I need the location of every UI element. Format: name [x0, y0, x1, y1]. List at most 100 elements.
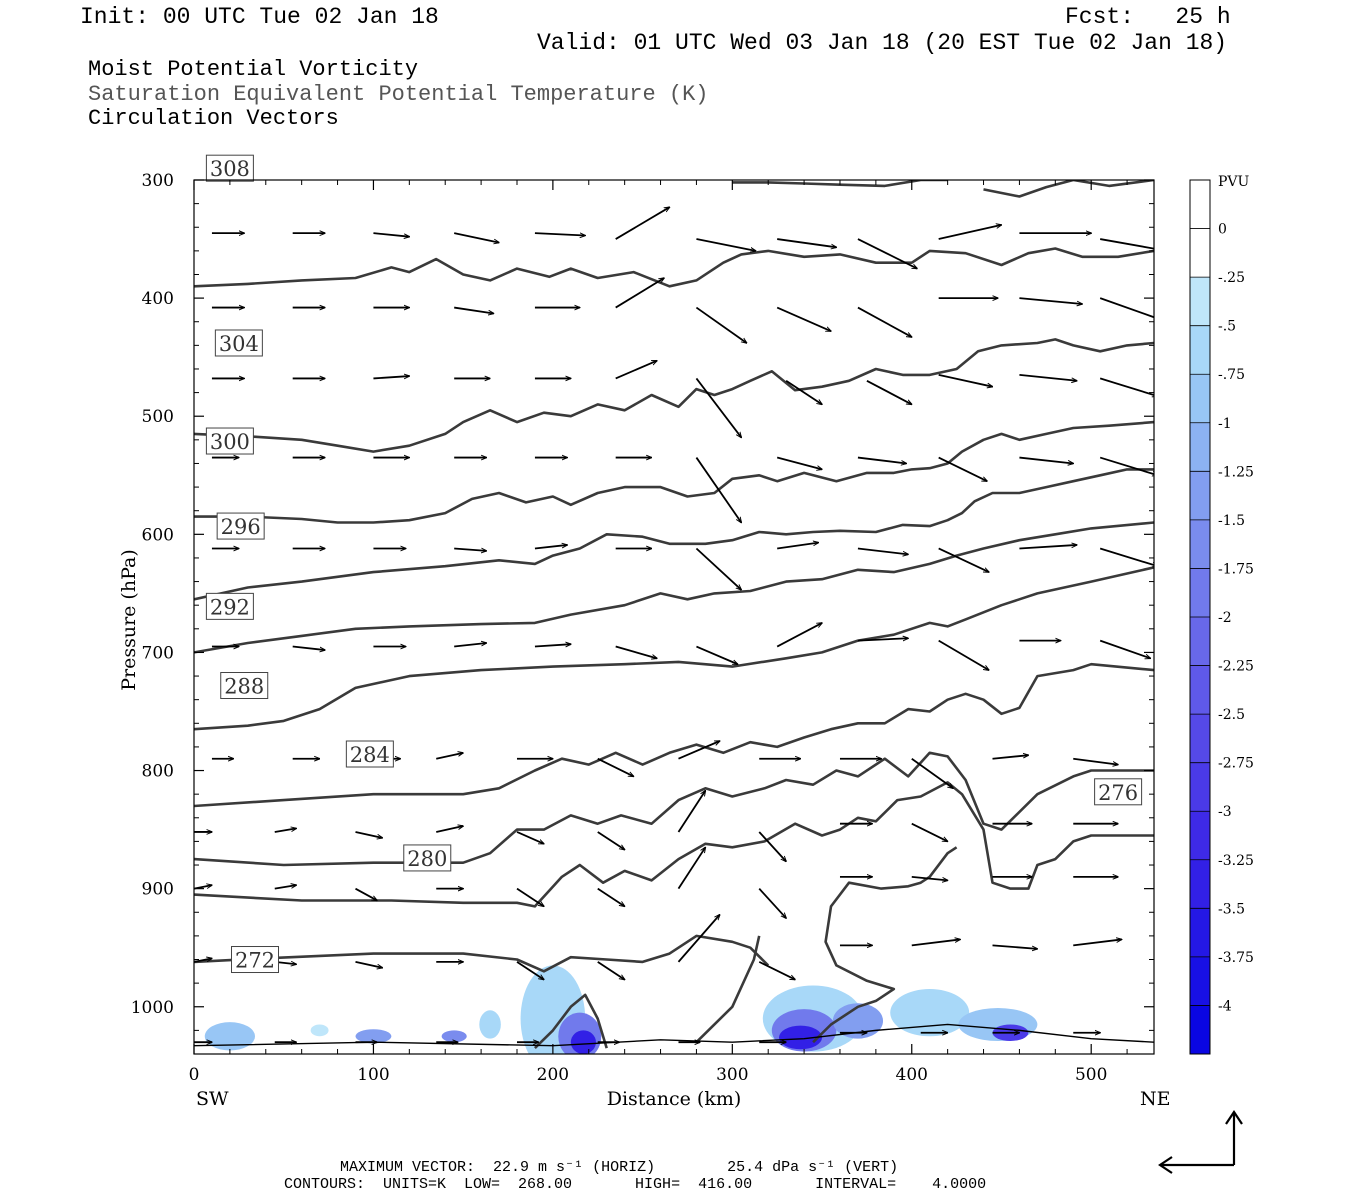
max-vector-note: MAXIMUM VECTOR: 22.9 m s⁻¹ (HORIZ) 25.4 …: [340, 1159, 899, 1176]
colorbar-label: -3.25: [1218, 853, 1254, 869]
theta-contour: [695, 935, 761, 1044]
circulation-vector: [1073, 939, 1121, 947]
contour-label-box: [205, 427, 254, 455]
circulation-vector: [758, 961, 795, 980]
colorbar-label: -.5: [1218, 319, 1236, 335]
circulation-vector: [911, 875, 948, 881]
circulation-vector: [615, 359, 657, 380]
colorbar-label: -2.25: [1218, 659, 1254, 675]
pv-blob: [832, 1003, 884, 1039]
y-tick-label: 1000: [131, 998, 174, 1018]
circulation-vector: [454, 547, 486, 550]
theta-contour: [983, 180, 1154, 198]
circulation-vector: [1099, 297, 1154, 319]
y-tick-label: 700: [142, 643, 174, 663]
contour-label-box: [216, 512, 265, 540]
circulation-vector: [911, 757, 953, 789]
circulation-vector: [355, 831, 382, 838]
circulation-vector: [1099, 639, 1150, 659]
circulation-vector: [1019, 373, 1076, 381]
circulation-vector: [1019, 456, 1073, 464]
theta-contour: [533, 993, 608, 1050]
colorbar-swatch: [1190, 228, 1210, 278]
circulation-vector: [857, 238, 917, 269]
x-tick-label: 100: [357, 1065, 389, 1085]
circulation-vector: [274, 885, 297, 890]
valid-time: Valid: 01 UTC Wed 03 Jan 18 (20 EST Tue …: [537, 30, 1228, 56]
circulation-vector: [194, 958, 212, 963]
contour-label: 284: [350, 743, 390, 767]
colorbar-label: -2: [1218, 610, 1232, 626]
circulation-vector: [534, 644, 571, 648]
circulation-vector: [695, 306, 746, 343]
circulation-vector: [992, 944, 1038, 949]
colorbar-label: -1.5: [1218, 513, 1245, 529]
contour-label: 272: [235, 949, 275, 973]
circulation-vectors: [194, 207, 1154, 1042]
colorbar-swatch: [1190, 714, 1210, 764]
contour-label-box: [231, 946, 280, 974]
circulation-vector: [677, 847, 705, 890]
circulation-vector: [454, 232, 499, 242]
circulation-vector: [776, 456, 822, 470]
colorbar-swatch: [1190, 908, 1210, 958]
colorbar-label: -4: [1218, 998, 1232, 1014]
contour-label: 300: [210, 430, 250, 454]
theta-contour: [194, 247, 1154, 288]
colorbar: 0 -.25 -.5 -.75 -1 -1.25 -1.5 -1.75 -2 -2.25 -2.5 -…: [1189, 179, 1254, 1055]
terrain-line: [194, 1023, 1154, 1047]
circulation-vector: [695, 457, 741, 523]
colorbar-label: -2.5: [1218, 707, 1245, 723]
theta-contour: [812, 846, 958, 1044]
pv-blob: [479, 1010, 501, 1039]
colorbar-swatch: [1190, 617, 1210, 667]
theta-contour: [194, 566, 1154, 731]
forecast-hour: Fcst: 25 h: [1065, 4, 1231, 30]
circulation-vector: [938, 639, 989, 671]
pv-blob: [355, 1029, 392, 1044]
y-tick-label: 400: [142, 289, 174, 309]
circulation-vector: [355, 960, 382, 968]
colorbar-swatch: [1190, 811, 1210, 861]
circulation-vector: [1099, 547, 1154, 566]
field-title-theta: Saturation Equivalent Potential Temperat…: [88, 82, 709, 107]
contour-labels: 272 276 280 284 288 292 296 300 304 308: [205, 154, 1143, 974]
circulation-vector: [1073, 757, 1118, 765]
pv-shading: [204, 965, 1038, 1054]
y-axis-label: Pressure (hPa): [118, 549, 140, 691]
colorbar-label: -2.75: [1218, 756, 1254, 772]
circulation-vector: [866, 379, 912, 405]
pv-blob: [204, 1022, 256, 1051]
circulation-vector: [776, 623, 822, 648]
colorbar-swatch: [1190, 665, 1210, 715]
colorbar-label: -1.75: [1218, 561, 1254, 577]
x-tick-label: 400: [896, 1065, 928, 1085]
y-tick-label: 900: [142, 880, 174, 900]
pv-blob: [890, 989, 970, 1037]
contour-label-box: [220, 672, 269, 700]
circulation-vector: [857, 306, 912, 338]
theta-contour: [194, 781, 1154, 908]
x-tick-label: 500: [1075, 1065, 1107, 1085]
contour-label-box: [205, 592, 254, 620]
field-title-pv: Moist Potential Vorticity: [88, 57, 419, 82]
contour-label: 280: [407, 847, 447, 871]
colorbar-swatch: [1190, 1005, 1210, 1055]
init-time: Init: 00 UTC Tue 02 Jan 18: [80, 4, 439, 30]
contour-label-box: [1094, 778, 1143, 806]
theta-contour: [194, 662, 1154, 808]
circulation-vector: [597, 887, 625, 907]
circulation-vector: [785, 380, 822, 405]
colorbar-label: -1: [1218, 416, 1232, 432]
colorbar-label: -3: [1218, 804, 1232, 820]
x-tick-label: 0: [189, 1065, 200, 1085]
reference-vector-icon: [1158, 1110, 1243, 1174]
x-tick-label: 300: [716, 1065, 748, 1085]
theta-contour: [194, 934, 770, 973]
contour-label: 292: [210, 595, 250, 619]
contour-label: 308: [210, 157, 250, 181]
pv-blob: [310, 1024, 329, 1037]
circulation-vector: [1099, 456, 1154, 476]
circulation-vector: [938, 547, 989, 573]
circulation-vector: [1019, 545, 1076, 550]
